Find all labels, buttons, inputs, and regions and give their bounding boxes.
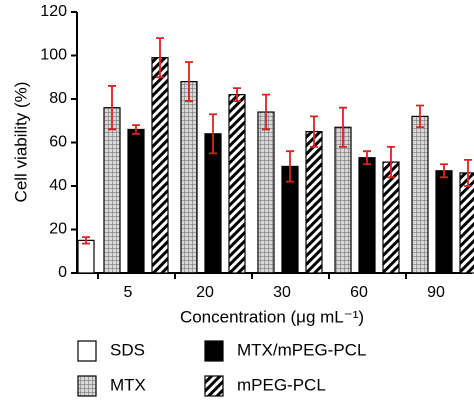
legend-label: mPEG-PCL <box>237 375 326 394</box>
x-tick-label: 5 <box>124 284 133 301</box>
legend-swatch <box>204 340 224 362</box>
y-tick-label: 20 <box>49 221 67 238</box>
y-axis-label: Cell viability (%) <box>11 82 30 203</box>
bar <box>204 133 222 274</box>
error-bar <box>132 124 140 135</box>
bar <box>305 131 323 274</box>
error-bar <box>286 150 294 183</box>
error-bar <box>464 159 472 187</box>
error-bar <box>185 61 193 103</box>
bar <box>382 161 400 274</box>
bar <box>103 107 121 274</box>
error-bar <box>387 145 395 179</box>
bar <box>151 57 169 274</box>
x-tick-label: 60 <box>350 284 368 301</box>
bar <box>77 239 95 274</box>
legend-label: MTX <box>110 375 146 394</box>
bar <box>358 157 376 274</box>
legend-label: MTX/mPEG-PCL <box>237 340 366 359</box>
bar <box>459 172 474 274</box>
error-bar <box>156 37 164 79</box>
error-bar <box>310 115 318 148</box>
y-tick-label: 60 <box>49 134 67 151</box>
error-bar <box>108 85 116 131</box>
legend-swatch <box>77 375 97 397</box>
error-bar <box>440 163 448 179</box>
bar <box>257 111 275 274</box>
error-bar <box>339 106 347 148</box>
x-tick-label: 20 <box>196 284 214 301</box>
error-bar <box>209 113 217 155</box>
legend-swatch <box>204 375 224 397</box>
y-tick-label: 40 <box>49 177 67 194</box>
x-tick-label: 30 <box>273 284 291 301</box>
bar <box>127 128 145 274</box>
x-tick-label: 90 <box>427 284 445 301</box>
bar <box>228 94 246 274</box>
y-tick-label: 80 <box>49 90 67 107</box>
error-bar <box>416 104 424 129</box>
x-axis-label: Concentration (μg mL⁻¹) <box>180 307 364 326</box>
error-bar <box>233 87 241 103</box>
bar <box>435 170 453 274</box>
bar <box>411 115 429 274</box>
legend-label: SDS <box>110 340 145 359</box>
y-tick-label: 100 <box>40 47 67 64</box>
error-bar <box>262 93 270 131</box>
bar <box>334 126 352 274</box>
legend-swatch <box>77 340 97 362</box>
y-tick-label: 120 <box>40 3 67 20</box>
y-tick-label: 0 <box>58 264 67 281</box>
error-bar <box>82 236 90 245</box>
error-bar <box>363 150 371 166</box>
bar <box>180 80 198 274</box>
